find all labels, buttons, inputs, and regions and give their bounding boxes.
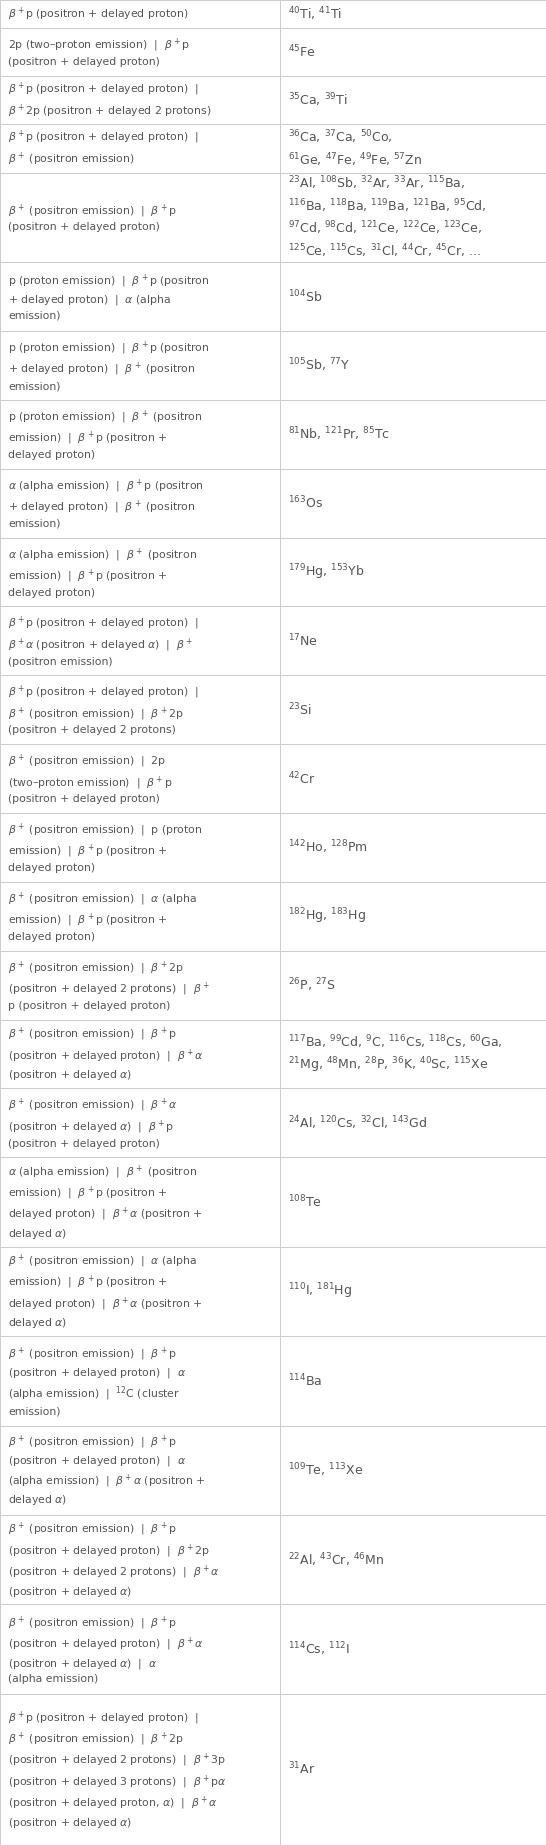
Bar (0, 675, 546, 744)
Bar (0, 537, 546, 607)
Bar (0, 1089, 546, 1157)
Text: $^{117}$Ba, $^{99}$Cd, $^{9}$C, $^{116}$Cs, $^{118}$Cs, $^{60}$Ga,
$^{21}$Mg, $^: $^{117}$Ba, $^{99}$Cd, $^{9}$C, $^{116}$… (288, 1033, 503, 1076)
Text: $\mathit{\beta}^+$ (positron emission)  |  2p
(two–proton emission)  |  $\mathit: $\mathit{\beta}^+$ (positron emission) |… (8, 753, 173, 804)
Bar (0, 1157, 546, 1247)
Text: $\mathit{\beta}^+$ (positron emission)  |  p (proton
emission)  |  $\mathit{\bet: $\mathit{\beta}^+$ (positron emission) |… (8, 821, 203, 873)
Text: $\mathit{\alpha}$ (alpha emission)  |  $\mathit{\beta}^+$ (positron
emission)  |: $\mathit{\alpha}$ (alpha emission) | $\m… (8, 546, 197, 598)
Text: $\mathit{\beta}^+$ (positron emission)  |  $\mathit{\alpha}$ (alpha
emission)  |: $\mathit{\beta}^+$ (positron emission) |… (8, 1253, 203, 1330)
Text: $^{26}$P, $^{27}$S: $^{26}$P, $^{27}$S (288, 976, 336, 994)
Bar (0, 1605, 546, 1694)
Text: $\mathit{\beta}^+$ (positron emission)  |  $\mathit{\beta}^+$p
(positron + delay: $\mathit{\beta}^+$ (positron emission) |… (8, 203, 177, 232)
Text: $^{42}$Cr: $^{42}$Cr (288, 771, 316, 788)
Bar (0, 1515, 546, 1605)
Bar (0, 400, 546, 469)
Text: $^{114}$Ba: $^{114}$Ba (288, 1373, 322, 1389)
Bar (0, 1694, 546, 1845)
Text: $^{110}$I, $^{181}$Hg: $^{110}$I, $^{181}$Hg (288, 1282, 352, 1301)
Bar (0, 1020, 546, 1089)
Text: $\mathit{\alpha}$ (alpha emission)  |  $\mathit{\beta}^+$ (positron
emission)  |: $\mathit{\alpha}$ (alpha emission) | $\m… (8, 1164, 203, 1242)
Text: $^{114}$Cs, $^{112}$I: $^{114}$Cs, $^{112}$I (288, 1640, 350, 1659)
Text: $^{104}$Sb: $^{104}$Sb (288, 288, 323, 304)
Text: 2p (two–proton emission)  |  $\mathit{\beta}^+$p
(positron + delayed proton): 2p (two–proton emission) | $\mathit{\bet… (8, 37, 189, 66)
Text: $\mathit{\beta}^+$ (positron emission)  |  $\mathit{\alpha}$ (alpha
emission)  |: $\mathit{\beta}^+$ (positron emission) |… (8, 891, 197, 943)
Text: $^{36}$Ca, $^{37}$Ca, $^{50}$Co,
$^{61}$Ge, $^{47}$Fe, $^{49}$Fe, $^{57}$Zn: $^{36}$Ca, $^{37}$Ca, $^{50}$Co, $^{61}$… (288, 129, 422, 168)
Text: $^{142}$Ho, $^{128}$Pm: $^{142}$Ho, $^{128}$Pm (288, 839, 368, 856)
Text: p (proton emission)  |  $\mathit{\beta}^+$p (positron
+ delayed proton)  |  $\ma: p (proton emission) | $\mathit{\beta}^+$… (8, 273, 210, 321)
Text: $^{108}$Te: $^{108}$Te (288, 1194, 322, 1210)
Bar (0, 744, 546, 814)
Text: $\mathit{\beta}^+$p (positron + delayed proton)  |
$\mathit{\beta}^+$2p (positro: $\mathit{\beta}^+$p (positron + delayed … (8, 81, 211, 120)
Bar (0, 28, 546, 76)
Bar (0, 1426, 546, 1515)
Text: $\mathit{\beta}^+$ (positron emission)  |  $\mathit{\beta}^+$p
(positron + delay: $\mathit{\beta}^+$ (positron emission) |… (8, 1614, 204, 1684)
Text: $\mathit{\beta}^+$p (positron + delayed proton)  |
$\mathit{\beta}^+$ (positron : $\mathit{\beta}^+$p (positron + delayed … (8, 129, 199, 168)
Text: $\mathit{\beta}^+$p (positron + delayed proton)  |
$\mathit{\beta}^+$ (positron : $\mathit{\beta}^+$p (positron + delayed … (8, 1708, 227, 1830)
Text: $^{23}$Al, $^{108}$Sb, $^{32}$Ar, $^{33}$Ar, $^{115}$Ba,
$^{116}$Ba, $^{118}$Ba,: $^{23}$Al, $^{108}$Sb, $^{32}$Ar, $^{33}… (288, 175, 486, 260)
Text: $^{81}$Nb, $^{121}$Pr, $^{85}$Tc: $^{81}$Nb, $^{121}$Pr, $^{85}$Tc (288, 426, 390, 443)
Bar (0, 124, 546, 173)
Text: $\mathit{\beta}^+$p (positron + delayed proton)  |
$\mathit{\beta}^+$ (positron : $\mathit{\beta}^+$p (positron + delayed … (8, 684, 199, 736)
Bar (0, 469, 546, 537)
Bar (0, 262, 546, 330)
Text: p (proton emission)  |  $\mathit{\beta}^+$p (positron
+ delayed proton)  |  $\ma: p (proton emission) | $\mathit{\beta}^+$… (8, 339, 210, 391)
Text: $\mathit{\beta}^+$ (positron emission)  |  $\mathit{\beta}^+$$\mathit{\alpha}$
(: $\mathit{\beta}^+$ (positron emission) |… (8, 1098, 177, 1149)
Text: $^{105}$Sb, $^{77}$Y: $^{105}$Sb, $^{77}$Y (288, 356, 350, 375)
Text: $\mathit{\alpha}$ (alpha emission)  |  $\mathit{\beta}^+$p (positron
+ delayed p: $\mathit{\alpha}$ (alpha emission) | $\m… (8, 478, 204, 530)
Text: $^{17}$Ne: $^{17}$Ne (288, 633, 318, 649)
Text: $^{31}$Ar: $^{31}$Ar (288, 1762, 316, 1779)
Text: $\mathit{\beta}^+$p (positron + delayed proton): $\mathit{\beta}^+$p (positron + delayed … (8, 6, 188, 22)
Text: $^{22}$Al, $^{43}$Cr, $^{46}$Mn: $^{22}$Al, $^{43}$Cr, $^{46}$Mn (288, 1552, 384, 1568)
Text: $^{45}$Fe: $^{45}$Fe (288, 44, 316, 61)
Text: $\mathit{\beta}^+$ (positron emission)  |  $\mathit{\beta}^+$2p
(positron + dela: $\mathit{\beta}^+$ (positron emission) |… (8, 959, 210, 1011)
Bar (0, 814, 546, 882)
Bar (0, 607, 546, 675)
Text: $\mathit{\beta}^+$ (positron emission)  |  $\mathit{\beta}^+$p
(positron + delay: $\mathit{\beta}^+$ (positron emission) |… (8, 1434, 206, 1507)
Text: $^{40}$Ti, $^{41}$Ti: $^{40}$Ti, $^{41}$Ti (288, 6, 342, 22)
Bar (0, 882, 546, 950)
Text: $^{35}$Ca, $^{39}$Ti: $^{35}$Ca, $^{39}$Ti (288, 92, 348, 109)
Text: $^{109}$Te, $^{113}$Xe: $^{109}$Te, $^{113}$Xe (288, 1461, 364, 1480)
Text: $^{182}$Hg, $^{183}$Hg: $^{182}$Hg, $^{183}$Hg (288, 906, 366, 926)
Text: $\mathit{\beta}^+$ (positron emission)  |  $\mathit{\beta}^+$p
(positron + delay: $\mathit{\beta}^+$ (positron emission) |… (8, 1520, 219, 1598)
Text: $^{24}$Al, $^{120}$Cs, $^{32}$Cl, $^{143}$Gd: $^{24}$Al, $^{120}$Cs, $^{32}$Cl, $^{143… (288, 1114, 428, 1131)
Bar (0, 330, 546, 400)
Bar (0, 1247, 546, 1336)
Text: $^{179}$Hg, $^{153}$Yb: $^{179}$Hg, $^{153}$Yb (288, 563, 365, 581)
Text: $\mathit{\beta}^+$p (positron + delayed proton)  |
$\mathit{\beta}^+$$\mathit{\a: $\mathit{\beta}^+$p (positron + delayed … (8, 614, 199, 666)
Bar (0, 0, 546, 28)
Bar (0, 1336, 546, 1426)
Text: $\mathit{\beta}^+$ (positron emission)  |  $\mathit{\beta}^+$p
(positron + delay: $\mathit{\beta}^+$ (positron emission) |… (8, 1026, 204, 1083)
Bar (0, 76, 546, 124)
Bar (0, 173, 546, 262)
Text: $\mathit{\beta}^+$ (positron emission)  |  $\mathit{\beta}^+$p
(positron + delay: $\mathit{\beta}^+$ (positron emission) |… (8, 1345, 186, 1417)
Text: $^{163}$Os: $^{163}$Os (288, 494, 323, 511)
Bar (0, 950, 546, 1020)
Text: $^{23}$Si: $^{23}$Si (288, 701, 312, 718)
Text: p (proton emission)  |  $\mathit{\beta}^+$ (positron
emission)  |  $\mathit{\bet: p (proton emission) | $\mathit{\beta}^+$… (8, 408, 203, 459)
